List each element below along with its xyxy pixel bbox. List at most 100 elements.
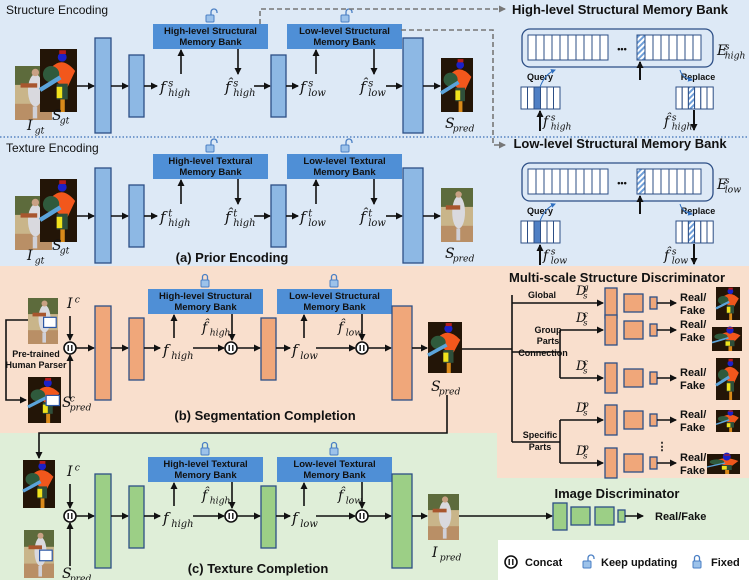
missing-region-mask [45,394,60,407]
math-superscript: t [368,208,372,219]
discriminated-part-thumbnail [715,409,740,432]
disc-layer [604,287,618,319]
math-superscript: c [583,358,588,368]
memory-slot [527,168,537,195]
math-base: f [159,208,168,226]
math-base: f̂ [337,318,346,336]
real-fake-label-1: Real/ [680,292,706,304]
discriminator-blocks [604,362,658,394]
dashed-link-low [401,29,506,149]
math-base: D [575,359,587,374]
lock-open-icon [205,8,218,23]
memory-slot [535,168,545,195]
replaced-feature-cell [687,220,696,244]
texture-completion-panel [0,433,497,580]
math-superscript: c [70,394,75,405]
replaced-feature-cell [681,220,689,244]
dashed-link-high [259,5,506,24]
math-subscript: low [368,88,386,99]
predicted-segmentation [427,322,462,373]
memory-bank-detail: High-level Structural Memory Bank ••• Quer… [512,2,729,110]
generator-block [94,473,112,569]
math-subscript: high [168,218,190,229]
disc-layer [570,506,591,526]
query-feature-cell [540,86,548,110]
replaced-feature-cell [694,86,702,110]
math-base: S [445,116,455,132]
lock-icon [329,273,339,288]
memory-bank-box [277,289,392,314]
structure-discriminator-title: Multi-scale Structure Discriminator [509,270,725,285]
more-parts-ellipsis: ⋮ [657,441,668,453]
disc-layer [623,293,644,313]
missing-region-mask [42,316,57,329]
math-subscript: s [583,366,588,376]
memory-slot [676,34,686,61]
ellipsis: ••• [617,44,626,54]
memory-slot [559,34,569,61]
parser-label-line1: Pre-trained [12,349,60,359]
memory-slot [583,168,593,195]
generator-block [94,305,112,401]
memory-bank-box [153,24,268,49]
memory-slot [660,168,670,195]
image-discriminator-title: Image Discriminator [555,486,680,501]
lock-icon [200,441,210,456]
texture-completion-caption: (c) Texture Completion [188,561,329,576]
label-discriminator: Dcs [575,358,588,376]
replaced-feature-cell [681,86,689,110]
query-feature-cell [533,86,541,110]
math-subscript: high [672,122,693,133]
missing-region-mask [38,549,53,562]
memory-bank-box [148,289,263,314]
memory-slot [591,34,601,61]
prior-encoding-caption: (a) Prior Encoding [176,250,289,265]
generator-block [128,317,145,381]
math-base: f̂ [201,318,210,336]
memory-slot [551,168,561,195]
legend-fixed-label: Fixed [711,557,740,569]
generator-block [260,485,277,549]
encoder-block [94,167,112,264]
decoder-block [402,167,424,264]
branch-group-label-3: Connection [518,348,568,358]
math-base: f [542,248,551,264]
math-subscript: high [171,351,193,362]
disc-layer [617,509,626,523]
math-subscript: pred [70,403,92,414]
disc-layer [623,368,644,388]
math-base: f [299,208,308,226]
memory-bank-label-line1: High-level Structural [164,26,257,37]
query-label: Query [527,206,553,216]
query-feature-cell [533,220,541,244]
math-subscript: high [210,328,231,339]
label-discriminator: Dps [575,443,589,461]
math-base: S [62,566,72,580]
memory-slot [652,168,662,195]
concat-icon [224,509,238,523]
memory-bank-label-line1: High-level Textural [163,459,247,470]
replace-arrow [679,203,693,216]
disc-layer [649,323,658,337]
discriminator-blocks [604,287,658,319]
discriminator-blocks [604,447,658,479]
math-subscript: low [672,256,689,267]
label-discriminator: Dps [575,400,589,418]
math-subscript: low [368,218,386,229]
label-discriminator: Dcs [575,310,588,328]
disc-layer [623,453,644,473]
disc-layer [594,506,615,526]
masked-input-image [24,530,54,578]
math-superscript: s [551,113,556,124]
